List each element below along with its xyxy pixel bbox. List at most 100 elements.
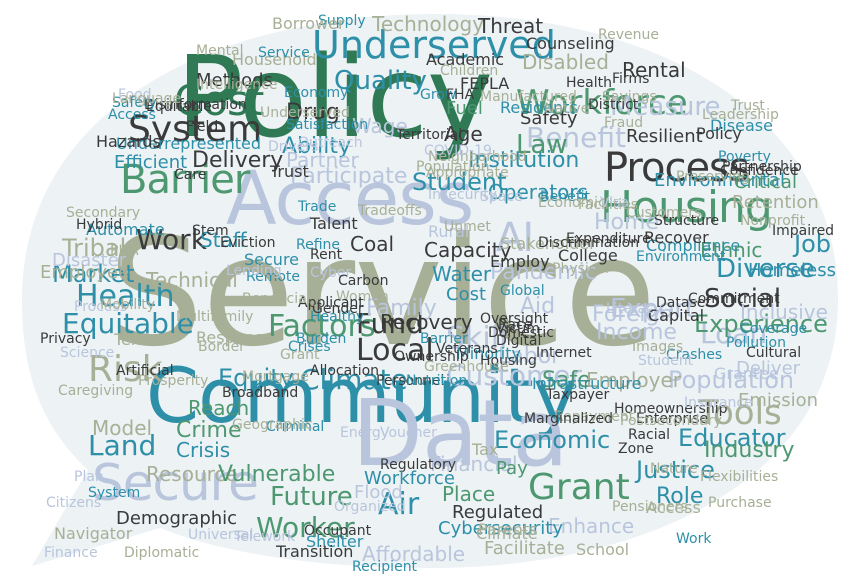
- word-place: Place: [442, 482, 496, 506]
- word-postsecondary: Postsecondary: [620, 413, 722, 429]
- word-eviction: Eviction: [220, 235, 276, 251]
- word-threat: Threat: [478, 14, 544, 38]
- word-trade: Trade: [298, 199, 337, 215]
- word-underserved-2: Underserved: [260, 105, 350, 121]
- word-family: Family: [366, 296, 437, 321]
- word-household: Household: [232, 50, 317, 69]
- word-ownership: Ownership: [394, 349, 469, 365]
- word-work-2: Work: [676, 531, 712, 547]
- word-local: Local: [356, 333, 434, 368]
- word-population-2: Population: [416, 159, 490, 175]
- word-minority: Minority: [456, 344, 521, 363]
- word-partnership: Partnership: [722, 159, 802, 175]
- word-visa: Visa: [600, 195, 630, 211]
- word-care: Care: [174, 167, 207, 183]
- word-air: Air: [378, 487, 420, 522]
- word-access-2: Access: [646, 498, 701, 517]
- word-race: Race: [498, 317, 533, 333]
- word-disinformation: Disinformation: [144, 97, 247, 113]
- word-rental: Rental: [622, 58, 686, 82]
- word-homeownership: Homeownership: [614, 401, 728, 417]
- word-revenue: Revenue: [598, 27, 659, 43]
- word-fuel: Fuel: [446, 98, 483, 119]
- word-equity: Equity: [218, 364, 294, 392]
- word-role: Role: [656, 484, 704, 509]
- word-pay: Pay: [496, 458, 528, 479]
- word-global: Global: [500, 283, 545, 299]
- word-shelter: Shelter: [306, 532, 364, 551]
- word-appropriate: Appropriate: [426, 165, 509, 181]
- word-oversight: Oversight: [480, 311, 549, 327]
- word-fraud: Fraud: [604, 115, 644, 131]
- word-diplomatic: Diplomatic: [124, 545, 200, 561]
- word-regulated: Regulated: [452, 502, 544, 523]
- word-service-2: Service: [258, 45, 310, 61]
- word-crime: Crime: [176, 418, 242, 443]
- word-benefit: Benefit: [526, 121, 627, 154]
- word-images: Images: [632, 339, 684, 355]
- word-energy: Energy: [340, 425, 390, 441]
- word-crashes: Crashes: [666, 347, 723, 363]
- word-population: Population: [668, 366, 795, 394]
- word-participate: Participate: [290, 164, 408, 189]
- word-vulnerable: Vulnerable: [218, 462, 336, 487]
- word-rural: Rural: [428, 222, 470, 241]
- word-facilities: Facilities: [578, 197, 638, 213]
- word-allocation: Allocation: [310, 363, 380, 379]
- word-healthy: Healthy: [310, 309, 365, 325]
- word-student-2: Student: [638, 353, 694, 369]
- word-internet: Internet: [536, 345, 592, 361]
- word-infrastructure: Infrastructure: [532, 374, 642, 393]
- word-worker: Worker: [256, 511, 355, 544]
- word-finance: Finance: [44, 545, 98, 561]
- word-operators: Operators: [488, 180, 588, 204]
- word-employee: Employee: [40, 262, 130, 283]
- word-safety: Safety: [520, 108, 578, 129]
- word-grant-2: Grant: [280, 347, 320, 363]
- word-community: Community: [146, 351, 578, 440]
- word-counseling: Counseling: [526, 34, 615, 53]
- word-savings: Savings: [602, 89, 657, 105]
- word-cybersecurity: Cybersecurity: [438, 518, 563, 539]
- word-policy-2: Policy: [696, 124, 743, 143]
- word-delivery: Delivery: [192, 148, 284, 173]
- word-supply: Supply: [318, 13, 366, 29]
- word-recover: Recover: [644, 228, 709, 247]
- word-disaster: Disaster: [52, 250, 127, 271]
- word-job: Job: [794, 230, 831, 258]
- word-justice: Justice: [636, 456, 715, 484]
- word-commitment: Commitment: [688, 291, 780, 307]
- word-grantee: Grantee: [714, 364, 779, 383]
- word-experience: Experience: [694, 310, 828, 338]
- word-tradeoffs: Tradeoffs: [358, 203, 422, 219]
- word-preserving: Preserving: [676, 169, 750, 185]
- word-economic: Economic: [494, 426, 611, 454]
- word-cyber: Cyber: [310, 265, 352, 281]
- word-efficient: Efficient: [114, 152, 188, 173]
- word-service: Service: [108, 206, 656, 380]
- word-climate: Climate: [300, 363, 408, 396]
- word-underserved: Underserved: [312, 23, 556, 67]
- word-borrower: Borrower: [272, 14, 345, 33]
- word-safety-2: Safety: [112, 95, 157, 111]
- word-industry: Industry: [704, 438, 795, 463]
- word-territorial: Territorial: [396, 127, 463, 143]
- word-district: District: [588, 97, 639, 113]
- word-land: Land: [88, 429, 157, 462]
- word-work: Work: [136, 223, 207, 256]
- word-secondary: Secondary: [66, 205, 141, 221]
- word-lending: Lending: [226, 263, 282, 279]
- word-firms: Firms: [612, 71, 650, 87]
- word-dataset: Dataset: [656, 295, 711, 311]
- speech-bubble-body: [22, 13, 838, 569]
- word-fepla: FEPLA: [460, 74, 510, 93]
- word-water: Water: [432, 262, 492, 286]
- word-tax: Tax: [472, 440, 499, 459]
- word-tenant: Tenant: [114, 330, 168, 349]
- word-health-2: Health: [566, 75, 612, 91]
- word-access: Access: [226, 156, 474, 242]
- word-policy: Policy: [176, 33, 493, 163]
- word-parents: Parents: [478, 520, 538, 539]
- word-artificial: Artificial: [116, 363, 174, 379]
